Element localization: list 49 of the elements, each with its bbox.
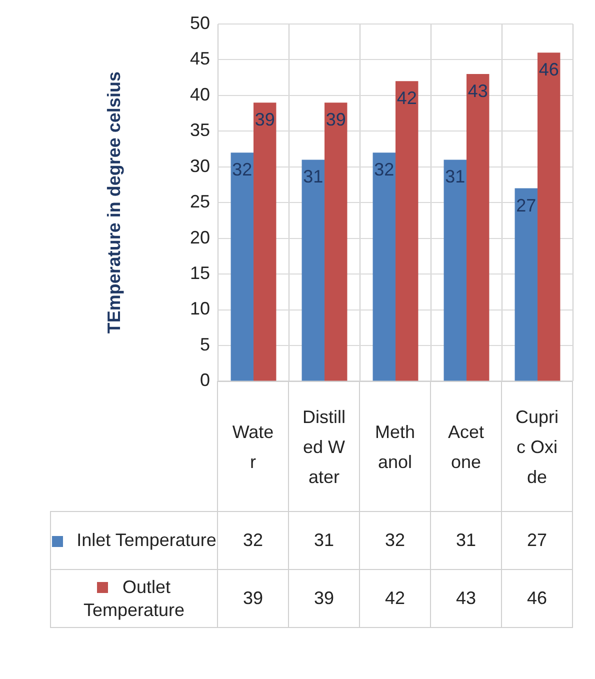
y-tick-label: 15 xyxy=(190,263,210,284)
annotation: 32 xyxy=(232,160,252,180)
annotation: 31 xyxy=(303,166,324,187)
x-tick-label: Distilled Water xyxy=(288,382,360,512)
y-tick-label: 35 xyxy=(190,120,210,140)
bar xyxy=(538,52,560,381)
x-tick-label: Methanol xyxy=(360,382,430,512)
annotation: 39 xyxy=(326,110,346,130)
bar xyxy=(514,188,538,381)
bar xyxy=(444,160,466,381)
y-tick-label: 30 xyxy=(190,156,210,176)
data-label: 31 xyxy=(430,512,502,570)
y-tick-label: 45 xyxy=(190,48,210,69)
y-tick-label: 25 xyxy=(190,192,210,212)
y-tick-label: 20 xyxy=(190,227,210,248)
bar xyxy=(302,160,324,381)
data-label: 32 xyxy=(360,512,430,570)
data-label: 46 xyxy=(502,570,572,628)
annotation: 32 xyxy=(374,160,394,180)
annotation: 46 xyxy=(538,60,559,80)
data-label: 42 xyxy=(360,570,430,628)
annotation: 27 xyxy=(516,195,536,216)
y-tick-label: 50 xyxy=(190,12,210,33)
data-label: 39 xyxy=(218,570,288,628)
y-axis-title: TEmperature in degree celsius xyxy=(104,72,124,334)
y-tick-label: 10 xyxy=(190,298,210,319)
bar xyxy=(396,81,418,381)
y-tick-label: 40 xyxy=(190,84,210,104)
data-label: 43 xyxy=(430,570,502,628)
annotation: 42 xyxy=(396,88,417,108)
legend-label: Inlet Temperature xyxy=(50,512,218,570)
data-label: 27 xyxy=(502,512,572,570)
bar xyxy=(466,74,490,381)
data-label: 31 xyxy=(288,512,360,570)
y-tick-label: 0 xyxy=(200,370,210,390)
bar xyxy=(254,102,276,381)
bar xyxy=(324,102,348,381)
x-tick-label: Cupric Oxide xyxy=(502,382,572,512)
bar xyxy=(230,152,254,381)
data-label: 32 xyxy=(218,512,288,570)
annotation: 39 xyxy=(254,110,275,130)
y-tick-label: 5 xyxy=(200,334,210,354)
annotation: 43 xyxy=(468,80,488,101)
data-label: 39 xyxy=(288,570,360,628)
x-tick-label: Acetone xyxy=(430,382,502,512)
legend-label: Outlet Temperature xyxy=(50,570,218,628)
x-tick-label: Water xyxy=(218,382,288,512)
annotation: 31 xyxy=(445,166,466,187)
bar xyxy=(372,152,396,381)
